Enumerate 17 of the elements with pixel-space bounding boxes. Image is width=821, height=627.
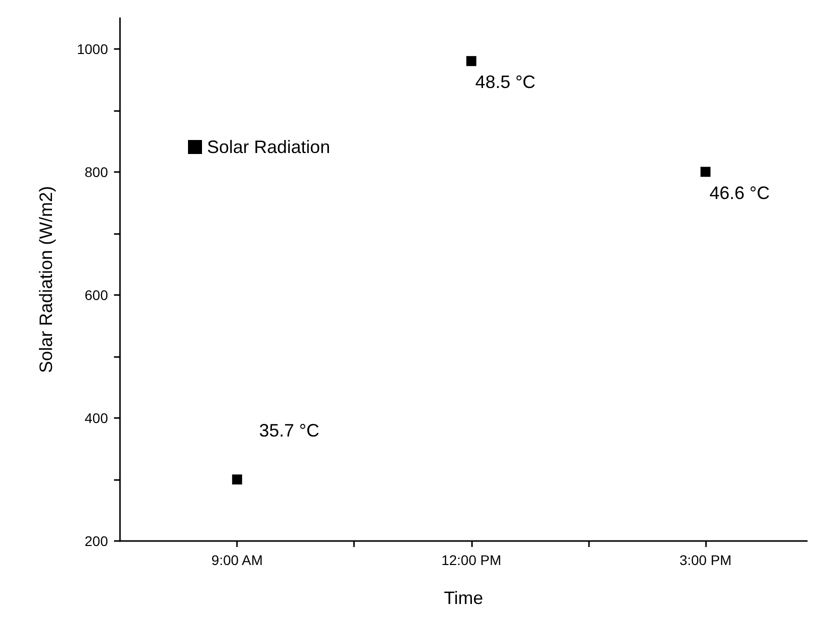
x-tick-label: 3:00 PM <box>679 552 732 568</box>
x-axis-title: Time <box>444 588 484 608</box>
annotation: 46.6 °C <box>710 182 770 203</box>
x-tick-label: 12:00 PM <box>441 552 502 568</box>
annotation: 48.5 °C <box>475 72 536 92</box>
legend-label: Solar Radiation <box>207 137 330 157</box>
x-tick-label: 9:00 AM <box>211 552 263 568</box>
y-tick-label: 1000 <box>76 40 108 57</box>
y-tick-label: 800 <box>84 164 108 180</box>
y-tick-label: 200 <box>84 533 108 549</box>
annotation: 35.7 °C <box>259 420 320 440</box>
y-axis-title: Solar Radiation (W/m2) <box>36 186 56 374</box>
point <box>466 56 476 66</box>
point <box>232 474 242 484</box>
y-tick-label: 600 <box>84 286 108 303</box>
point <box>700 166 711 177</box>
y-tick-label: 400 <box>84 410 108 426</box>
